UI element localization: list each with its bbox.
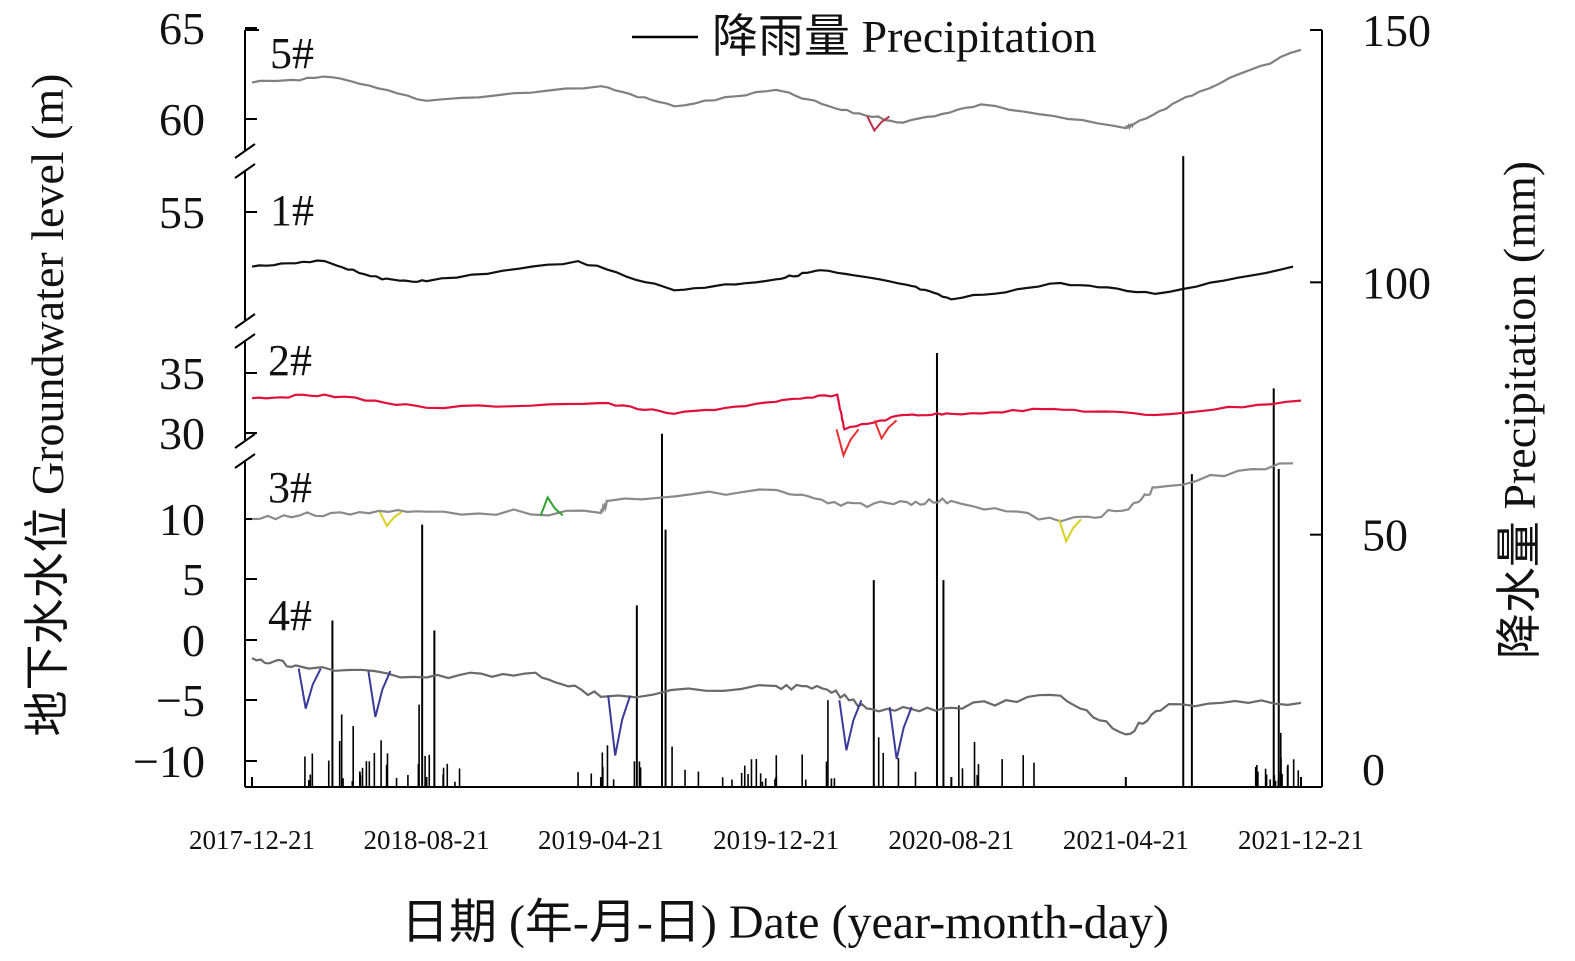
flagged-dip-well-3-1 — [539, 495, 564, 517]
y-right-tick-label: 0 — [1362, 744, 1385, 795]
series-label-well-3: 3# — [268, 463, 312, 512]
axis-break-mark-b-2 — [234, 453, 256, 469]
flagged-dip-well-2-1 — [873, 419, 898, 441]
flagged-dip-well-4-4 — [888, 706, 913, 760]
series-label-well-1: 1# — [270, 186, 314, 235]
y-right-axis-title: 降水量 Precipitation (mm) — [1494, 161, 1545, 659]
x-axis-title: 日期 (年-月-日) Date (year-month-day) — [401, 896, 1169, 949]
y-right-tick-label: 100 — [1362, 257, 1431, 308]
x-tick-label: 2018-08-21 — [363, 825, 489, 855]
x-tick-label: 2021-04-21 — [1063, 825, 1189, 855]
axis-break-mark-b-0 — [234, 163, 256, 179]
precipitation-bars — [304, 156, 1300, 787]
y-left-tick-label: −10 — [133, 736, 205, 787]
x-tick-label: 2017-12-21 — [189, 825, 315, 855]
series-line-well-2 — [251, 393, 1302, 431]
y-left-tick-label: 5 — [182, 554, 205, 605]
y-left-tick-label: 10 — [159, 494, 205, 545]
y-left-axis-title: 地下水水位 Groundwater level (m) — [22, 73, 73, 736]
flagged-dip-well-2-0 — [835, 428, 860, 459]
flagged-dip-well-5-0 — [866, 115, 890, 133]
flagged-dip-well-4-0 — [297, 668, 322, 709]
flagged-dip-well-3-2 — [1058, 518, 1082, 544]
y-left-tick-label: 0 — [182, 615, 205, 666]
series-label-well-5: 5# — [270, 29, 314, 78]
flagged-dip-well-3-0 — [378, 511, 403, 528]
x-tick-label: 2019-04-21 — [538, 825, 664, 855]
x-tick-label: 2021-12-21 — [1238, 825, 1364, 855]
y-left-tick-label: 60 — [159, 94, 205, 145]
series-line-well-3 — [251, 462, 1294, 523]
axis-break-mark-a-1 — [234, 313, 256, 329]
series-line-well-5 — [251, 48, 1302, 131]
flagged-dip-well-4-3 — [838, 699, 863, 751]
legend-label: 降雨量 Precipitation — [712, 11, 1097, 62]
axis-break-mark-a-2 — [234, 433, 256, 449]
y-right-tick-label: 50 — [1362, 510, 1408, 561]
axis-break-mark-b-1 — [234, 333, 256, 349]
series-line-well-1 — [251, 259, 1294, 301]
y-right-tick-label: 150 — [1362, 5, 1431, 56]
text-layer: 降雨量 Precipitation 地下水水位 Groundwater leve… — [22, 3, 1545, 949]
axis-break-mark-a-0 — [234, 143, 256, 159]
flagged-dip-well-4-2 — [607, 695, 632, 756]
axes-layer — [234, 27, 1323, 788]
x-tick-label: 2020-08-21 — [888, 825, 1014, 855]
x-tick-label: 2019-12-21 — [713, 825, 839, 855]
series-label-well-4: 4# — [268, 591, 312, 640]
y-left-tick-label: 55 — [159, 187, 205, 238]
y-left-tick-label: −5 — [156, 675, 205, 726]
series-label-well-2: 2# — [268, 336, 312, 385]
y-left-tick-label: 30 — [159, 408, 205, 459]
groundwater-lines — [251, 48, 1302, 760]
y-left-tick-label: 35 — [159, 348, 205, 399]
flagged-dip-well-4-1 — [367, 670, 392, 718]
series-line-well-4 — [251, 657, 1302, 736]
y-left-tick-label: 65 — [159, 3, 205, 54]
